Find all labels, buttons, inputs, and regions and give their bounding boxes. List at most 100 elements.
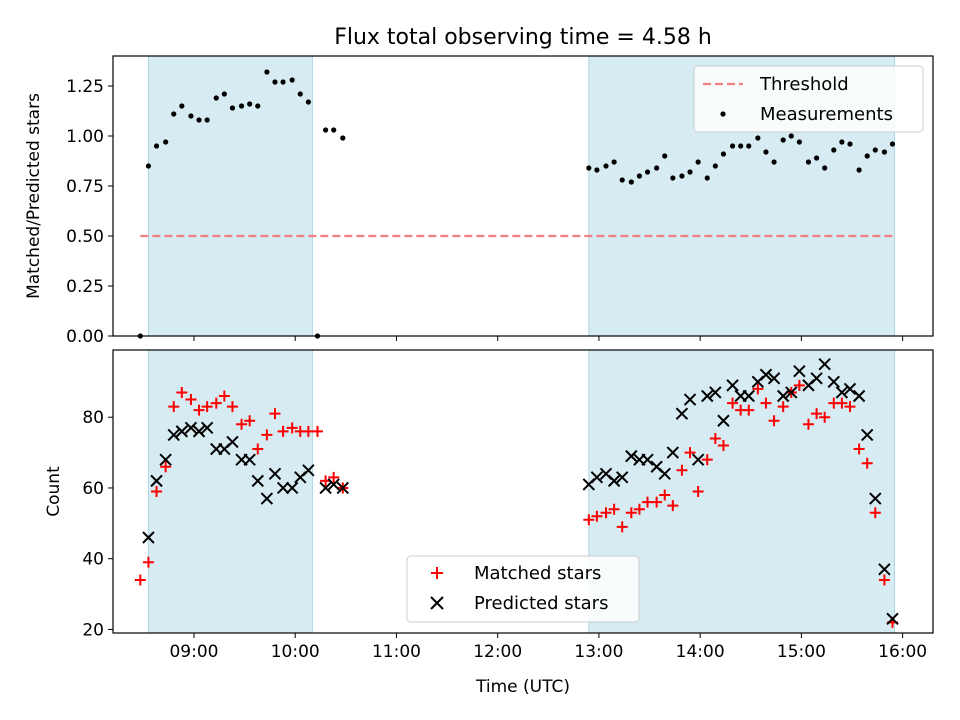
matched-star-point <box>142 556 154 568</box>
predicted-star-point <box>276 481 290 495</box>
top-panel: 0.00 0.25 0.50 0.75 1.00 1.25 Matched/Predicte… <box>24 55 934 347</box>
y-tick-label: 20 <box>82 620 104 640</box>
matched-star-point <box>328 471 340 483</box>
measurement-point <box>831 147 837 153</box>
matched-star-point <box>659 489 671 501</box>
x-tick-label: 15:00 <box>777 642 826 662</box>
measurement-point <box>179 103 185 109</box>
x-tick-label: 11:00 <box>372 642 421 662</box>
y-tick-label: 0.75 <box>66 177 104 197</box>
predicted-star-point <box>869 492 882 505</box>
matched-star-point <box>277 425 289 437</box>
matched-star-point <box>600 507 612 519</box>
predicted-star-point <box>759 368 773 381</box>
predicted-star-point <box>793 365 806 378</box>
measurement-point <box>196 117 202 123</box>
measurement-point <box>238 103 245 109</box>
x-tick-label: 12:00 <box>473 642 522 662</box>
predicted-star-point <box>319 481 332 495</box>
legend-matched-swatch <box>431 567 443 579</box>
measurement-point <box>788 133 794 139</box>
axes-frame <box>112 349 934 634</box>
matched-star-point <box>176 386 188 398</box>
measurement-point <box>687 169 693 175</box>
matched-star-point <box>201 401 213 413</box>
measurement-point <box>289 77 295 83</box>
measurement-point <box>729 143 736 149</box>
matched-star-point <box>692 486 704 497</box>
matched-star-point <box>252 443 264 455</box>
predicted-star-point <box>641 453 654 466</box>
measurement-point <box>594 167 600 173</box>
matched-star-point <box>193 404 205 416</box>
predicted-star-point <box>860 428 874 442</box>
predicted-star-point <box>327 478 340 491</box>
y-tick-label: 60 <box>82 479 104 499</box>
predicted-star-point <box>336 481 350 495</box>
predicted-star-point <box>184 421 198 435</box>
predicted-star-point <box>260 492 274 505</box>
matched-star-point <box>768 415 780 427</box>
matched-star-point <box>709 432 721 444</box>
measurement-point <box>272 79 278 85</box>
measurement-point <box>331 127 337 133</box>
matched-star-point <box>844 401 856 413</box>
x-axis-label: Time (UTC) <box>475 677 570 697</box>
predicted-star-point <box>810 372 823 385</box>
predicted-star-point <box>701 389 714 403</box>
matched-star-point <box>684 447 696 459</box>
matched-star-point <box>760 397 772 409</box>
axes-frame <box>112 55 934 337</box>
measurement-point <box>763 149 769 155</box>
matched-star-point <box>236 418 248 430</box>
matched-star-point <box>878 574 890 586</box>
matched-star-point <box>151 486 163 497</box>
predicted-star-point <box>192 425 206 438</box>
predicted-star-point <box>827 375 840 389</box>
measurement-point <box>305 99 311 105</box>
measurement-point <box>813 155 820 161</box>
matched-star-point <box>218 390 230 402</box>
matched-star-point <box>269 408 281 420</box>
x-tick-label: 16:00 <box>878 642 927 662</box>
predicted-star-point <box>590 471 604 484</box>
x-tick-label: 10:00 <box>271 642 320 662</box>
measurement-point <box>746 143 752 149</box>
legend-predicted-swatch <box>430 596 444 610</box>
matched-star-point <box>836 397 848 409</box>
matched-star-point <box>625 507 637 519</box>
measurement-point <box>264 69 270 75</box>
observing-window-0 <box>147 349 313 634</box>
y-tick-label: 80 <box>82 408 104 428</box>
measurement-point <box>695 159 701 165</box>
predicted-star-point <box>666 446 680 459</box>
predicted-star-point <box>886 612 899 626</box>
legend-measurement-label: Measurements <box>760 104 893 125</box>
predicted-star-point <box>818 357 831 371</box>
measurement-point <box>881 149 888 155</box>
predicted-star-point <box>625 449 638 463</box>
matched-star-point <box>819 411 831 423</box>
measurement-point <box>805 159 812 165</box>
legend-box <box>406 555 640 623</box>
measurement-point <box>771 159 777 165</box>
predicted-star-point <box>251 474 264 488</box>
measurement-point <box>229 105 236 111</box>
measurement-point <box>188 113 194 119</box>
measurement-point <box>738 143 744 149</box>
measurement-point <box>839 139 845 145</box>
measurement-point <box>145 163 152 169</box>
measurement-point <box>280 79 286 85</box>
legend: Matched stars Predicted stars <box>406 555 640 623</box>
y-tick-label: 40 <box>82 550 104 570</box>
matched-star-point <box>311 425 323 437</box>
measurement-point <box>720 151 727 157</box>
matched-star-point <box>633 503 645 515</box>
measurement-point <box>654 165 660 171</box>
legend-matched-label: Matched stars <box>474 563 601 584</box>
measurement-point <box>670 175 676 181</box>
predicted-star-point <box>878 563 891 576</box>
y-tick-label: 0.25 <box>66 277 104 297</box>
observing-window-0 <box>147 55 313 337</box>
predicted-star-point <box>683 393 697 406</box>
